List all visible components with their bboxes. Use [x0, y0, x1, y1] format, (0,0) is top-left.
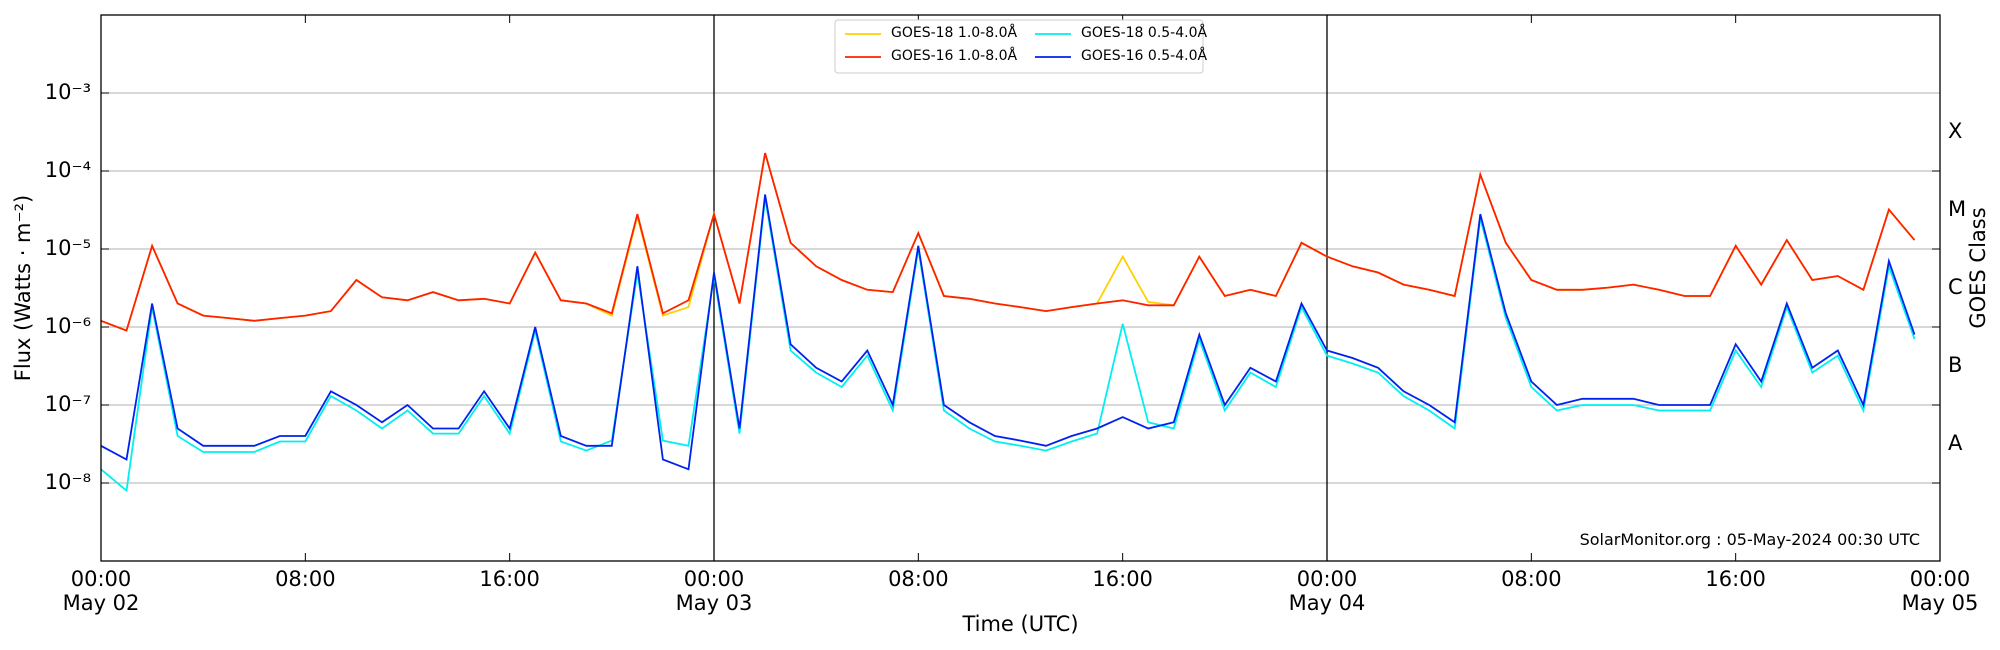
x-tick-label: 00:00 May 05 — [1901, 567, 1979, 616]
class-label: B — [1948, 353, 1963, 377]
legend-label: GOES-18 0.5-4.0Å — [1081, 25, 1208, 41]
legend-label: GOES-16 1.0-8.0Å — [891, 48, 1018, 64]
x-tick-label: 00:00 May 03 — [675, 567, 753, 616]
y-tick-label: 10⁻⁸ — [44, 470, 91, 494]
x-tick-label: 08:00 — [888, 567, 949, 591]
x-tick-label: 08:00 — [1501, 567, 1562, 591]
plot-frame — [100, 14, 1941, 562]
series-line — [101, 197, 1916, 493]
class-label: C — [1948, 275, 1963, 299]
x-tick-label: 16:00 — [479, 567, 540, 591]
annotation: SolarMonitor.org : 05-May-2024 00:30 UTC — [1579, 530, 1920, 549]
legend-label: GOES-16 0.5-4.0Å — [1081, 48, 1208, 64]
y-tick-label: 10⁻⁴ — [44, 158, 91, 182]
x-tick-label: 16:00 — [1705, 567, 1766, 591]
series-line — [101, 152, 1916, 332]
series-line — [101, 194, 1916, 471]
y2-axis-label: GOES Class — [1966, 207, 1990, 328]
y-tick-label: 10⁻⁵ — [44, 236, 91, 260]
legend-label: GOES-18 1.0-8.0Å — [891, 25, 1018, 41]
class-label: X — [1948, 119, 1963, 143]
x-tick-label: 00:00 May 02 — [62, 567, 140, 616]
x-tick-label: 00:00 May 04 — [1288, 567, 1366, 616]
x-tick-label: 08:00 — [275, 567, 336, 591]
class-label: M — [1948, 197, 1967, 221]
series-line — [101, 152, 1916, 332]
y-tick-label: 10⁻⁷ — [44, 392, 91, 416]
class-label: A — [1948, 431, 1963, 455]
x-axis-label: Time (UTC) — [962, 612, 1079, 636]
y-tick-label: 10⁻⁶ — [44, 314, 91, 338]
legend-box — [834, 19, 1204, 74]
y-tick-label: 10⁻³ — [44, 80, 91, 104]
y-axis-label: Flux (Watts · m⁻²) — [11, 195, 35, 381]
x-tick-label: 16:00 — [1092, 567, 1153, 591]
